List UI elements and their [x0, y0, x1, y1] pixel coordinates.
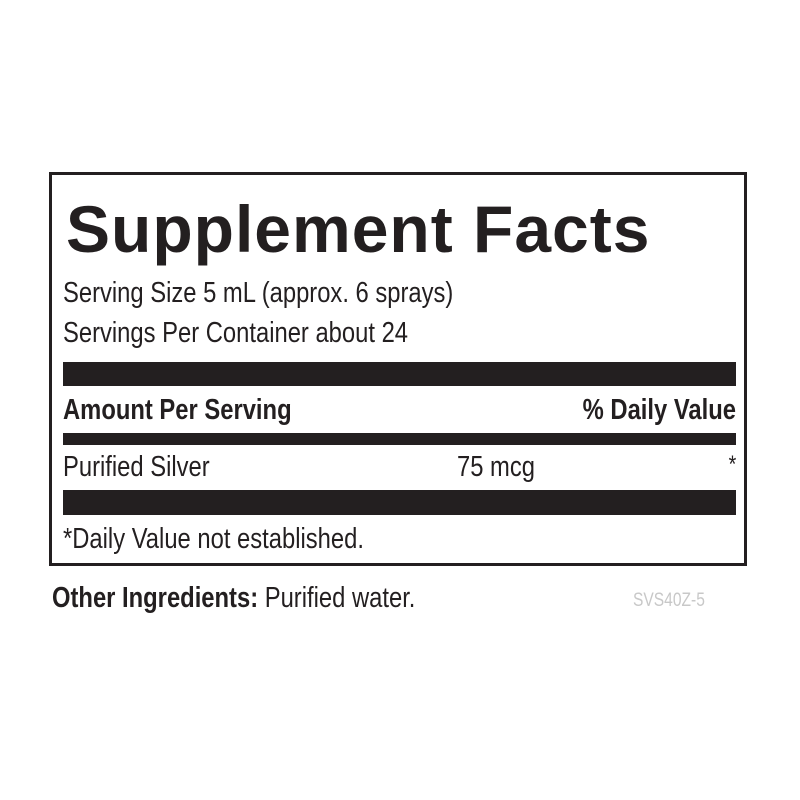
nutrient-dv: *: [728, 451, 736, 478]
footnote: *Daily Value not established.: [63, 523, 364, 555]
thick-divider: [63, 490, 736, 515]
other-ingredients: Other Ingredients: Purified water.: [52, 582, 415, 615]
serving-size: Serving Size 5 mL (approx. 6 sprays): [63, 277, 454, 309]
thick-divider: [63, 362, 736, 386]
medium-divider: [63, 433, 736, 445]
product-code: SVS40Z-5: [633, 590, 705, 611]
other-ingredients-label: Other Ingredients:: [52, 582, 259, 614]
servings-per-container: Servings Per Container about 24: [63, 317, 409, 349]
supplement-facts-panel: Supplement Facts Serving Size 5 mL (appr…: [49, 172, 747, 566]
daily-value-header: % Daily Value: [582, 394, 736, 426]
nutrient-amount: 75 mcg: [457, 451, 535, 483]
panel-title: Supplement Facts: [66, 192, 651, 266]
nutrient-name: Purified Silver: [63, 451, 210, 483]
amount-per-serving-header: Amount Per Serving: [63, 394, 292, 426]
other-ingredients-value: Purified water.: [258, 582, 416, 614]
